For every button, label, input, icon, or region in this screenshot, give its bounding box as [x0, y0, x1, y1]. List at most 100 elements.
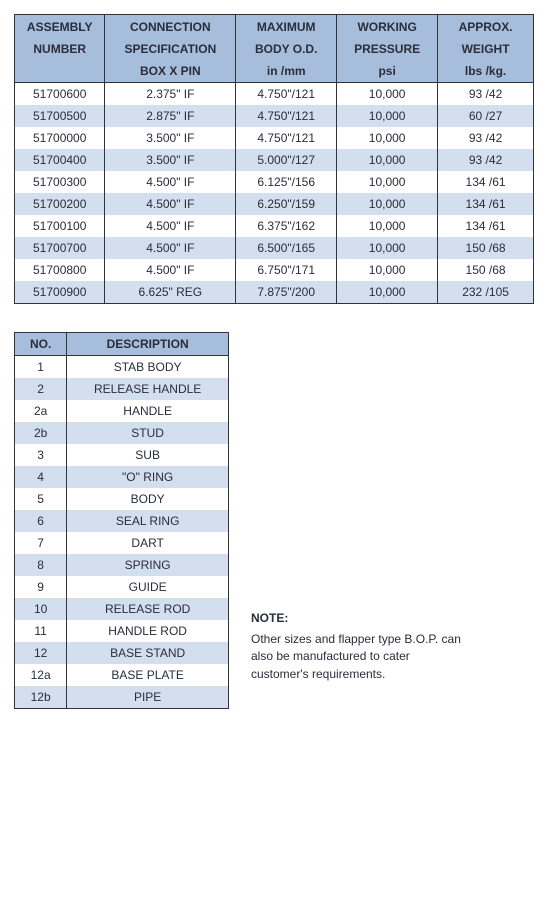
table-cell: 51700800: [15, 259, 105, 281]
table-cell: 4.750"/121: [236, 127, 337, 149]
table-cell: 8: [15, 554, 67, 576]
table-cell: 10,000: [337, 237, 438, 259]
table-cell: 2b: [15, 422, 67, 444]
table-row: 2aHANDLE: [15, 400, 229, 422]
col-assembly-3: [15, 60, 105, 83]
table-cell: 4.500" IF: [105, 215, 236, 237]
table-cell: 7: [15, 532, 67, 554]
specs-head: ASSEMBLY CONNECTION MAXIMUM WORKING APPR…: [15, 15, 534, 83]
note-body: Other sizes and flapper type B.O.P. can …: [251, 631, 461, 683]
table-cell: 3: [15, 444, 67, 466]
parts-body: 1STAB BODY2RELEASE HANDLE2aHANDLE2bSTUD3…: [15, 356, 229, 709]
table-cell: 1: [15, 356, 67, 379]
table-cell: 5.000"/127: [236, 149, 337, 171]
table-row: 517000003.500" IF4.750"/12110,00093 /42: [15, 127, 534, 149]
table-cell: 10,000: [337, 193, 438, 215]
table-cell: 6.375"/162: [236, 215, 337, 237]
table-cell: 10,000: [337, 149, 438, 171]
table-cell: 6.250"/159: [236, 193, 337, 215]
table-cell: 6.125"/156: [236, 171, 337, 193]
table-row: 517006002.375" IF4.750"/12110,00093 /42: [15, 83, 534, 106]
table-cell: 6: [15, 510, 67, 532]
table-cell: 150 /68: [438, 259, 534, 281]
col-assembly-2: NUMBER: [15, 38, 105, 60]
table-cell: 10,000: [337, 281, 438, 304]
table-cell: BODY: [67, 488, 229, 510]
table-cell: 134 /61: [438, 171, 534, 193]
col-assembly-1: ASSEMBLY: [15, 15, 105, 39]
table-row: 517005002.875" IF4.750"/12110,00060 /27: [15, 105, 534, 127]
table-cell: SPRING: [67, 554, 229, 576]
table-row: 11HANDLE ROD: [15, 620, 229, 642]
table-cell: 2a: [15, 400, 67, 422]
table-cell: 6.500"/165: [236, 237, 337, 259]
table-row: 8SPRING: [15, 554, 229, 576]
parts-table: NO. DESCRIPTION 1STAB BODY2RELEASE HANDL…: [14, 332, 229, 709]
table-cell: 2.375" IF: [105, 83, 236, 106]
table-cell: 10: [15, 598, 67, 620]
table-cell: 134 /61: [438, 193, 534, 215]
col-weight-3: lbs /kg.: [438, 60, 534, 83]
col-connection-3: BOX X PIN: [105, 60, 236, 83]
table-cell: 93 /42: [438, 149, 534, 171]
table-cell: 4: [15, 466, 67, 488]
table-cell: 51700600: [15, 83, 105, 106]
table-cell: 11: [15, 620, 67, 642]
table-row: 7DART: [15, 532, 229, 554]
table-cell: 10,000: [337, 83, 438, 106]
table-cell: 51700700: [15, 237, 105, 259]
table-cell: SEAL RING: [67, 510, 229, 532]
table-row: 12bPIPE: [15, 686, 229, 709]
table-cell: 4.750"/121: [236, 105, 337, 127]
table-cell: HANDLE: [67, 400, 229, 422]
col-connection-1: CONNECTION: [105, 15, 236, 39]
table-cell: HANDLE ROD: [67, 620, 229, 642]
table-cell: DART: [67, 532, 229, 554]
table-cell: RELEASE ROD: [67, 598, 229, 620]
table-cell: 10,000: [337, 215, 438, 237]
specs-body: 517006002.375" IF4.750"/12110,00093 /425…: [15, 83, 534, 304]
table-cell: 12b: [15, 686, 67, 709]
note-title: NOTE:: [251, 610, 461, 627]
table-cell: PIPE: [67, 686, 229, 709]
note-block: NOTE: Other sizes and flapper type B.O.P…: [251, 610, 461, 709]
table-row: 2RELEASE HANDLE: [15, 378, 229, 400]
col-pressure-1: WORKING: [337, 15, 438, 39]
col-pressure-3: psi: [337, 60, 438, 83]
table-row: 517002004.500" IF6.250"/15910,000134 /61: [15, 193, 534, 215]
table-row: 3SUB: [15, 444, 229, 466]
col-bodyod-2: BODY O.D.: [236, 38, 337, 60]
table-row: 5BODY: [15, 488, 229, 510]
table-cell: 9: [15, 576, 67, 598]
table-cell: 10,000: [337, 127, 438, 149]
table-row: 517004003.500" IF5.000"/12710,00093 /42: [15, 149, 534, 171]
table-cell: 10,000: [337, 171, 438, 193]
table-cell: 232 /105: [438, 281, 534, 304]
table-cell: STAB BODY: [67, 356, 229, 379]
table-cell: 3.500" IF: [105, 127, 236, 149]
table-row: 9GUIDE: [15, 576, 229, 598]
col-connection-2: SPECIFICATION: [105, 38, 236, 60]
table-row: 517009006.625" REG7.875"/20010,000232 /1…: [15, 281, 534, 304]
table-cell: 6.750"/171: [236, 259, 337, 281]
col-pressure-2: PRESSURE: [337, 38, 438, 60]
col-bodyod-1: MAXIMUM: [236, 15, 337, 39]
table-cell: 7.875"/200: [236, 281, 337, 304]
table-cell: 150 /68: [438, 237, 534, 259]
table-row: 517007004.500" IF6.500"/16510,000150 /68: [15, 237, 534, 259]
table-cell: 4.500" IF: [105, 171, 236, 193]
table-cell: 4.500" IF: [105, 237, 236, 259]
table-cell: 93 /42: [438, 83, 534, 106]
table-cell: 51700300: [15, 171, 105, 193]
table-cell: 4.750"/121: [236, 83, 337, 106]
table-row: 4"O" RING: [15, 466, 229, 488]
table-cell: SUB: [67, 444, 229, 466]
table-cell: 51700900: [15, 281, 105, 304]
specifications-table: ASSEMBLY CONNECTION MAXIMUM WORKING APPR…: [14, 14, 534, 304]
table-cell: 51700000: [15, 127, 105, 149]
table-row: 12BASE STAND: [15, 642, 229, 664]
table-cell: 2.875" IF: [105, 105, 236, 127]
table-cell: BASE PLATE: [67, 664, 229, 686]
table-cell: 4.500" IF: [105, 193, 236, 215]
table-cell: 12a: [15, 664, 67, 686]
